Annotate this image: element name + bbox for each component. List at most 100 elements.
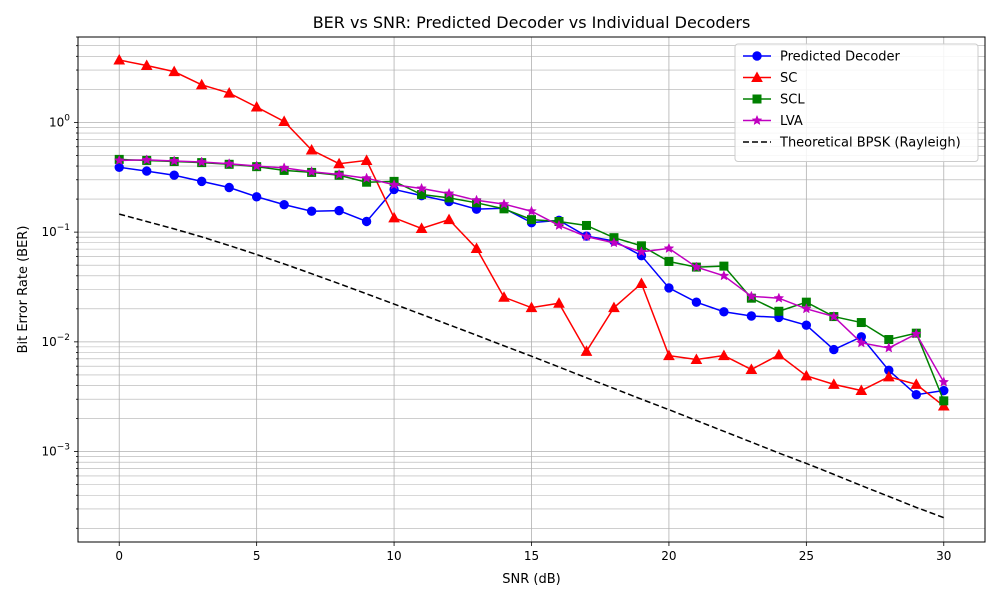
y-tick-label: 10−2 xyxy=(41,333,70,349)
data-point xyxy=(443,213,455,225)
series-layer xyxy=(113,54,950,519)
data-point xyxy=(718,349,730,361)
data-point xyxy=(745,290,757,301)
data-point xyxy=(223,87,236,98)
data-point xyxy=(334,205,344,216)
legend-box xyxy=(734,43,979,162)
data-point xyxy=(937,400,950,411)
x-tick-label: 15 xyxy=(524,549,539,563)
data-point xyxy=(581,230,592,242)
chart-title: BER vs SNR: Predicted Decoder vs Individ… xyxy=(313,13,751,32)
data-point xyxy=(663,242,675,254)
data-point xyxy=(801,320,812,330)
legend-item: Theoretical BPSK (Rayleigh) xyxy=(743,136,961,151)
data-point xyxy=(882,370,895,382)
series-line xyxy=(119,213,945,519)
data-point xyxy=(525,301,538,313)
data-point xyxy=(690,353,703,365)
x-axis-label: SNR (dB) xyxy=(502,572,560,587)
data-point xyxy=(443,187,455,199)
legend-item: SC xyxy=(743,71,797,86)
data-point xyxy=(140,59,153,70)
data-point xyxy=(773,292,785,303)
data-point xyxy=(746,311,757,321)
ticks: 0 5 10 15 20 25 30 10−3 10−2 10−1 100 xyxy=(41,36,951,563)
data-point xyxy=(251,192,262,202)
y-tick-label: 10−3 xyxy=(41,443,70,459)
data-point xyxy=(251,160,263,171)
data-point xyxy=(278,162,290,173)
y-axis-label: Bit Error Rate (BER) xyxy=(16,226,31,354)
y-tick-label: 10−1 xyxy=(41,223,70,239)
data-point xyxy=(719,307,729,317)
data-point xyxy=(471,194,482,205)
data-point xyxy=(883,342,895,353)
data-point xyxy=(196,176,207,187)
legend-label: Predicted Decoder xyxy=(780,50,901,65)
data-point xyxy=(664,283,674,293)
data-point xyxy=(911,389,921,400)
data-point xyxy=(910,328,922,339)
legend-label: LVA xyxy=(780,114,803,129)
data-point xyxy=(141,154,153,165)
x-tick-label: 5 xyxy=(253,549,261,563)
data-point xyxy=(691,297,702,307)
data-point xyxy=(195,78,208,90)
legend: Predicted Decoder SC SCL LVA Theoretical BPS… xyxy=(734,43,979,162)
legend-marker xyxy=(752,94,762,104)
series-3 xyxy=(113,154,950,387)
data-point xyxy=(498,291,510,302)
legend-item: LVA xyxy=(743,114,803,129)
data-point xyxy=(938,376,950,387)
data-point xyxy=(360,154,373,165)
legend-marker xyxy=(751,71,763,82)
data-point xyxy=(224,182,234,193)
data-point xyxy=(608,237,620,248)
data-point xyxy=(333,168,345,180)
x-tick-label: 25 xyxy=(799,549,814,563)
data-point xyxy=(306,166,318,177)
series-4 xyxy=(119,213,945,519)
data-point xyxy=(361,172,372,183)
data-point xyxy=(856,318,866,328)
data-point xyxy=(526,205,537,216)
data-point xyxy=(527,215,536,225)
data-point xyxy=(719,261,729,271)
data-point xyxy=(745,363,758,374)
data-point xyxy=(223,158,235,169)
data-point xyxy=(773,348,785,360)
data-point xyxy=(581,220,591,230)
data-point xyxy=(361,216,372,227)
data-point xyxy=(553,297,565,308)
data-point xyxy=(663,349,675,361)
data-point xyxy=(636,246,647,257)
series-1 xyxy=(113,54,950,411)
data-point xyxy=(855,384,868,396)
legend-marker xyxy=(751,114,763,126)
data-point xyxy=(333,157,345,169)
data-point xyxy=(279,199,289,210)
data-point xyxy=(800,303,812,314)
data-point xyxy=(169,170,179,180)
data-point xyxy=(828,310,840,322)
data-point xyxy=(718,270,730,281)
data-point xyxy=(774,306,784,316)
x-tick-label: 20 xyxy=(661,549,676,563)
x-tick-label: 0 xyxy=(115,549,123,563)
data-point xyxy=(498,198,510,209)
data-point xyxy=(829,344,839,355)
data-point xyxy=(664,256,674,266)
data-point xyxy=(553,219,565,231)
data-point xyxy=(388,211,400,223)
data-point xyxy=(278,115,290,126)
legend-marker xyxy=(752,51,762,61)
data-point xyxy=(580,345,593,356)
data-point xyxy=(113,54,126,65)
data-point xyxy=(388,179,400,190)
data-point xyxy=(800,369,813,381)
data-point xyxy=(416,182,427,194)
data-point xyxy=(168,155,180,166)
data-point xyxy=(250,101,263,112)
